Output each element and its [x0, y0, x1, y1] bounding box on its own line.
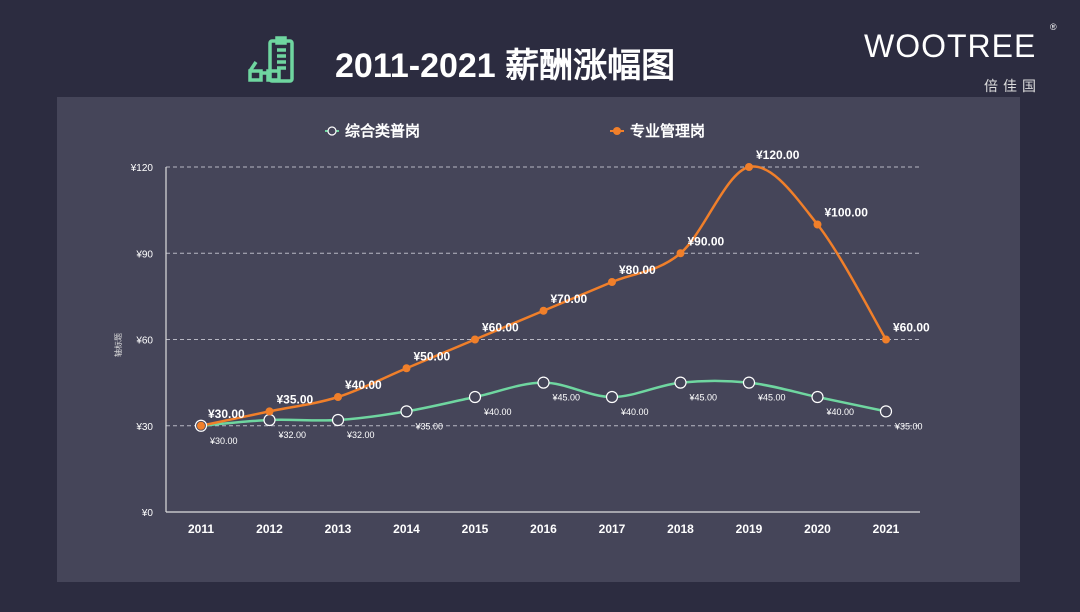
data-point	[539, 306, 548, 315]
data-point	[263, 413, 276, 427]
logo-registered: ®	[1050, 22, 1057, 32]
data-point	[676, 249, 685, 258]
y-tick-label: ¥90	[135, 249, 153, 260]
data-label: ¥35.00	[894, 421, 923, 431]
data-label: ¥32.00	[346, 430, 375, 440]
data-point	[608, 278, 616, 286]
data-label: ¥40.00	[345, 378, 382, 392]
data-label: ¥30.00	[209, 436, 238, 446]
x-tick-label: 2016	[530, 522, 557, 536]
data-label: ¥50.00	[414, 349, 451, 363]
legend-item-series-0: 综合类普岗	[325, 120, 420, 141]
data-point	[811, 390, 824, 404]
data-point	[605, 390, 619, 404]
legend-marker-filled-circle-icon	[610, 127, 624, 135]
data-point	[745, 163, 753, 171]
data-point	[742, 376, 756, 389]
data-point	[331, 413, 345, 427]
y-axis-title: 轴标题	[113, 333, 123, 357]
data-label: ¥45.00	[757, 393, 786, 403]
page-title: 2011-2021 薪酬涨幅图	[335, 47, 676, 85]
data-label: ¥60.00	[893, 321, 930, 335]
logo-name: WOOTREE	[864, 28, 1037, 64]
data-label: ¥45.00	[689, 393, 718, 403]
data-point	[882, 335, 890, 344]
x-tick-label: 2012	[256, 522, 283, 536]
data-label: ¥35.00	[277, 392, 314, 406]
x-tick-label: 2013	[325, 522, 352, 536]
y-tick-label: ¥30	[135, 422, 153, 433]
x-tick-label: 2018	[667, 522, 694, 536]
data-label: ¥40.00	[483, 407, 512, 417]
legend-marker-hollow-circle-icon	[325, 126, 339, 136]
data-point	[334, 393, 342, 401]
clipboard-glasses-icon	[246, 36, 310, 91]
data-label: ¥35.00	[415, 421, 444, 431]
data-point	[265, 407, 274, 416]
x-tick-label: 2021	[873, 522, 900, 536]
data-point	[674, 376, 687, 389]
data-label: ¥60.00	[482, 321, 519, 335]
data-label: ¥80.00	[619, 263, 656, 277]
data-label: ¥32.00	[278, 430, 307, 440]
legend-item-series-1: 专业管理岗	[610, 120, 705, 141]
x-tick-label: 2017	[599, 522, 626, 536]
data-point	[813, 220, 822, 229]
data-label: ¥45.00	[552, 393, 581, 403]
data-point	[879, 405, 893, 418]
data-label: ¥40.00	[826, 407, 855, 417]
series-line-1	[200, 165, 888, 427]
data-label: ¥100.00	[825, 206, 869, 220]
data-label: ¥90.00	[688, 234, 725, 248]
y-tick-label: ¥0	[141, 508, 154, 519]
legend-label: 综合类普岗	[345, 123, 421, 140]
data-point	[537, 376, 550, 389]
x-tick-label: 2015	[462, 522, 489, 536]
x-tick-label: 2019	[736, 522, 763, 536]
x-tick-label: 2011	[188, 522, 214, 536]
data-label: ¥70.00	[551, 292, 588, 306]
y-tick-label: ¥120	[130, 163, 154, 174]
x-tick-label: 2020	[804, 522, 831, 536]
legend-label: 专业管理岗	[630, 123, 706, 140]
data-label: ¥30.00	[208, 407, 245, 421]
data-point	[400, 405, 413, 418]
data-point	[197, 421, 205, 430]
y-tick-label: ¥60	[135, 336, 153, 347]
data-point	[402, 364, 411, 373]
data-label: ¥120.00	[756, 148, 800, 162]
data-point	[468, 390, 482, 404]
data-label: ¥40.00	[620, 407, 649, 417]
x-tick-label: 2014	[393, 522, 420, 536]
logo: WOOTREE ® 倍佳国际	[864, 22, 1057, 114]
data-point	[471, 335, 479, 344]
